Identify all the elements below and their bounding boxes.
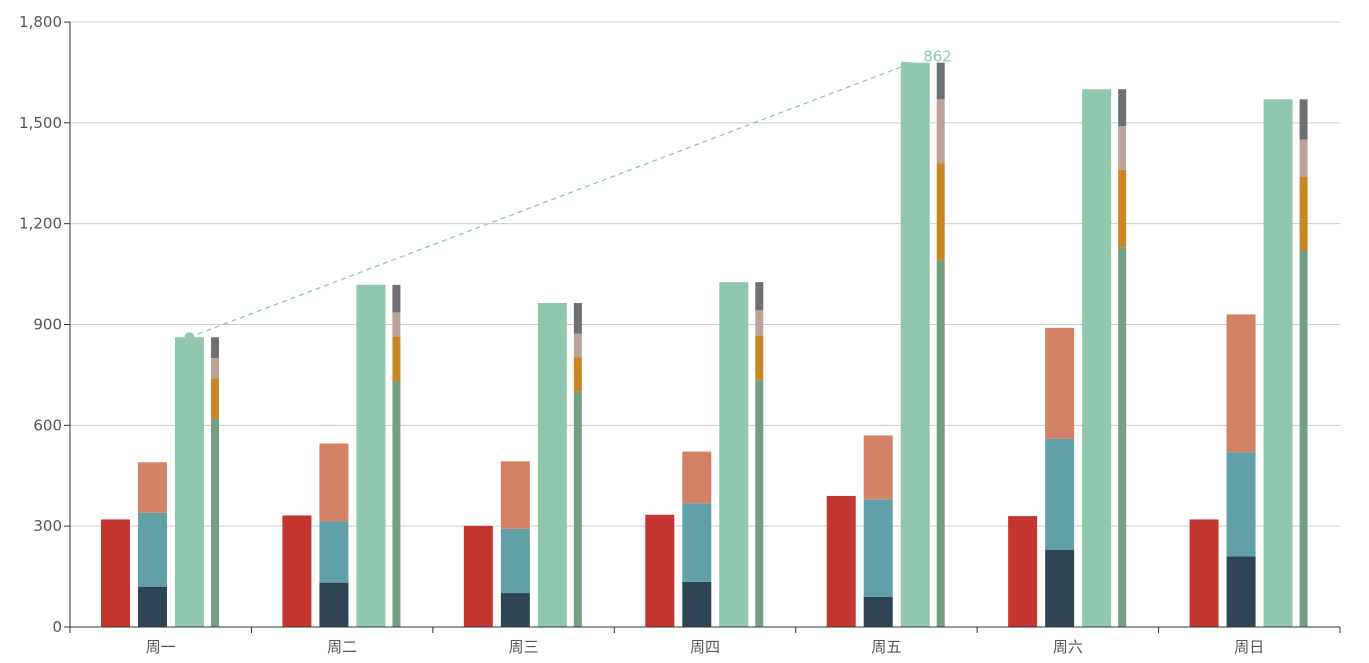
bar-7-g1-s2 [1226, 314, 1256, 453]
bar-7-g0-s0 [463, 525, 493, 627]
bar-7-g3-s1 [392, 336, 401, 381]
gridlines [70, 21, 1340, 527]
bar-7-g3-s3 [573, 302, 582, 334]
bar-7-g1-s0 [319, 582, 349, 627]
bar-7-g3-s2 [755, 310, 764, 336]
bar-7-g1-s2 [500, 461, 530, 529]
bar-7-g3-s2 [1118, 126, 1127, 170]
bar-7-g3-s1 [936, 163, 945, 261]
bar-7-g1-s0 [500, 593, 530, 627]
bar-7-g3-s1 [1299, 176, 1308, 251]
bar-7-g1-s0 [1226, 556, 1256, 627]
bar-7-g1-s2 [682, 451, 712, 504]
bar-7-g1-s2 [319, 443, 349, 522]
bar-7-g0-s0 [645, 514, 675, 627]
bar-7-g2-s0 [175, 337, 204, 627]
x-tick-label: 周一 [146, 638, 176, 656]
markline-label: 862 [923, 48, 952, 66]
bar-7-g3-s2 [211, 358, 219, 379]
y-tick-label: 0 [52, 618, 62, 636]
bar-7-g1-s2 [863, 435, 893, 500]
bar-7-g1-s2 [1045, 327, 1075, 439]
bar-7-g2-s0 [537, 302, 567, 627]
bar-7-g0-s0 [1008, 516, 1038, 627]
axes: 0 300 600 900 1,200 1,500 1,800 周一 周二 周三 周四 周五 周六 周日 [19, 13, 1341, 656]
bar-7-g1-s0 [682, 581, 712, 627]
bar-7-g1-s1 [138, 512, 167, 587]
bar-7-g1-s1 [1045, 438, 1075, 550]
bar-7-g0-s0 [101, 519, 130, 627]
bar-7-g0-s0 [826, 495, 856, 627]
bar-7-g3-s1 [211, 378, 219, 419]
bar-7-g0-s0 [282, 515, 312, 627]
bar-7-g2-s0 [1263, 99, 1293, 628]
bar-7-g3-s3 [755, 282, 764, 311]
bar-7-g3-s1 [573, 357, 582, 392]
markline-annotation: 862 [184, 48, 952, 343]
bar-7-g3-s0 [1299, 250, 1308, 628]
x-tick-label: 周六 [1053, 638, 1083, 656]
markline-arrow-head [900, 61, 916, 73]
bar-7-g2-s0 [356, 284, 386, 627]
x-tick-label: 周三 [509, 638, 539, 656]
x-tick-label: 周二 [327, 638, 357, 656]
bar-7-g0-s0 [1189, 519, 1219, 627]
bar-7-g3-s0 [936, 260, 945, 627]
bar-7-g1-s1 [500, 528, 530, 594]
y-tick-label: 900 [33, 316, 62, 334]
x-tick-label: 周日 [1234, 638, 1264, 656]
y-tick-label: 1,200 [19, 215, 62, 233]
bar-7-g1-s1 [682, 503, 712, 582]
bar-7-g3-s0 [573, 391, 582, 627]
bar-7-g3-s2 [392, 312, 401, 337]
bar-7-g3-s1 [755, 335, 764, 381]
bar-7-g3-s2 [1299, 139, 1308, 177]
bar-7-g3-s2 [936, 99, 945, 164]
bar-7-g3-s3 [1299, 99, 1308, 140]
bar-7-g2-s0 [719, 282, 749, 627]
bar-7-g2-s0 [1082, 89, 1112, 627]
bar-7-g3-s3 [392, 284, 401, 313]
bar-7-g1-s1 [319, 521, 349, 583]
bar-7-g1-s1 [1226, 452, 1256, 557]
bar-7-g2-s0 [900, 62, 930, 628]
bar-7-g3-s2 [573, 333, 582, 358]
x-tick-label: 周五 [871, 638, 901, 656]
bar-7-g3-s0 [1118, 247, 1127, 627]
bar-7-g3-s3 [211, 337, 219, 359]
bars [101, 62, 1308, 628]
bar-7-g1-s0 [863, 596, 893, 627]
y-tick-label: 600 [33, 416, 62, 434]
bar-7-g1-s1 [863, 499, 893, 597]
bar-7-g3-s0 [211, 418, 219, 627]
y-tick-label: 300 [33, 517, 62, 535]
bar-7-g3-s3 [936, 62, 945, 100]
x-tick-label: 周四 [690, 638, 720, 656]
bar-7-g3-s3 [1118, 89, 1127, 127]
bar-7-g3-s0 [755, 380, 764, 627]
bar-7-g1-s0 [138, 586, 167, 627]
y-tick-label: 1,800 [19, 13, 62, 31]
bar-7-g3-s1 [1118, 169, 1127, 248]
bar-7-g1-s0 [1045, 549, 1075, 627]
bar-7-g1-s2 [138, 462, 167, 513]
y-tick-label: 1,500 [19, 114, 62, 132]
markline-dashed-line [189, 64, 908, 338]
bar-7-g3-s0 [392, 380, 401, 627]
